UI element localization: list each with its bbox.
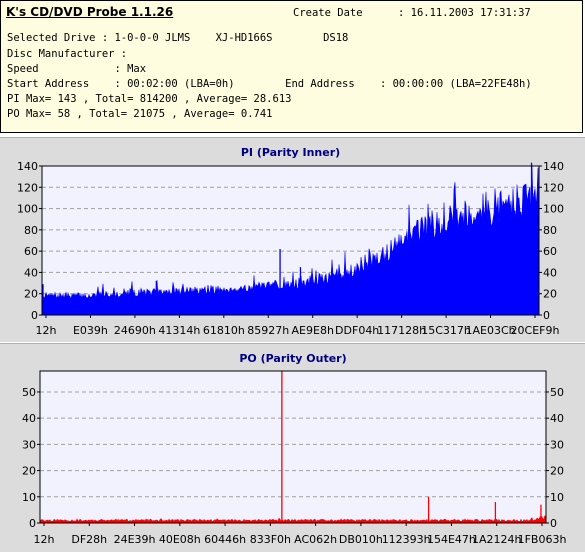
disc-manufacturer-line: Disc Manufacturer : [7, 48, 128, 60]
pi-ytick-label-right: 120 [543, 181, 564, 194]
po-xtick-label: DF28h [71, 533, 107, 546]
po-ytick-label-left: 30 [22, 438, 36, 451]
po-ytick-label-right: 50 [550, 386, 564, 399]
po-chart-title: PO (Parity Outer) [239, 352, 346, 365]
selected-drive-line: Selected Drive : 1-0-0-0 JLMS XJ-HD166S … [7, 32, 349, 44]
po-ytick-label-right: 40 [550, 412, 564, 425]
create-date-value: : 16.11.2003 17:31:37 [398, 7, 531, 19]
pi-xtick-label: E039h [73, 324, 108, 337]
pi-xtick-label: AE9E8h [292, 324, 334, 337]
app-title: K's CD/DVD Probe 1.1.26 [6, 5, 174, 19]
pi-ytick-label-left: 0 [31, 309, 38, 322]
create-date-label: Create Date [293, 7, 363, 19]
pi-xtick-label: 24690h [114, 324, 156, 337]
speed-line: Speed : Max [7, 63, 147, 75]
pi-plot-frame [41, 165, 540, 316]
po-ytick-label-right: 30 [550, 438, 564, 451]
pi-xtick-label: 117128h [377, 324, 426, 337]
po-xtick-label: 112393h [382, 533, 431, 546]
pi-ytick-label-left: 120 [17, 181, 38, 194]
po-data-area [39, 515, 547, 524]
po-xtick-label: AC062h [294, 533, 337, 546]
pi-ytick-label-right: 80 [543, 224, 557, 237]
pi-ytick-label-left: 100 [17, 203, 38, 216]
po-ytick-label-right: 10 [550, 491, 564, 504]
po-ytick-label-left: 20 [22, 465, 36, 478]
report-header: K's CD/DVD Probe 1.1.26 Create Date : 16… [0, 0, 583, 133]
po-plot-area [39, 370, 547, 524]
pi-xtick-label: 85927h [247, 324, 289, 337]
po-ytick-label-left: 50 [22, 386, 36, 399]
pi-ytick-label-right: 0 [543, 309, 550, 322]
pi-xtick-label: 15C317h [421, 324, 471, 337]
pi-ytick-label-left: 140 [17, 160, 38, 173]
pi-xtick-label: 61810h [203, 324, 245, 337]
pi-ytick-label-right: 100 [543, 203, 564, 216]
pi-chart: PI (Parity Inner) 0 0 20 20 40 40 60 60 80 80 100 10… [17, 146, 564, 337]
pi-data-area [41, 165, 540, 316]
pi-ytick-label-left: 80 [24, 224, 38, 237]
pi-ytick-label-left: 20 [24, 288, 38, 301]
po-chart-panel: PO (Parity Outer) 0 0 10 10 20 20 30 30 40 40 50 50 1… [0, 343, 585, 552]
po-ytick-label-right: 0 [550, 517, 557, 530]
po-xtick-label: 60446h [204, 533, 246, 546]
pi-ytick-label-right: 40 [543, 266, 557, 279]
pi-xtick-label: 20CEF9h [511, 324, 560, 337]
po-chart: PO (Parity Outer) 0 0 10 10 20 20 30 30 40 40 50 50 1… [22, 352, 567, 546]
po-xtick-label: DB010h [339, 533, 383, 546]
pi-ytick-label-left: 40 [24, 266, 38, 279]
po-xtick-label: 833F0h [250, 533, 291, 546]
pi-ytick-label-left: 60 [24, 245, 38, 258]
pi-ytick-label-right: 60 [543, 245, 557, 258]
po-xtick-label: 1FB063h [518, 533, 567, 546]
pi-xtick-label: 41314h [158, 324, 200, 337]
pi-ytick-label-right: 140 [543, 160, 564, 173]
po-ytick-label-left: 10 [22, 491, 36, 504]
pi-chart-title: PI (Parity Inner) [241, 146, 340, 159]
po-ytick-label-left: 0 [29, 517, 36, 530]
pi-xtick-label: 1AE03Ch [465, 324, 515, 337]
po-xtick-label: 40E08h [159, 533, 201, 546]
po-xtick-label: 154E47h [427, 533, 476, 546]
pi-xtick-label: DDF04h [335, 324, 379, 337]
pi-summary-line: PI Max= 143 , Total= 814200 , Average= 2… [7, 93, 292, 105]
po-xtick-label: 12h [34, 533, 55, 546]
pi-xtick-label: 12h [36, 324, 57, 337]
pi-ytick-label-right: 20 [543, 288, 557, 301]
address-line: Start Address : 00:02:00 (LBA=0h) End Ad… [7, 78, 532, 90]
pi-chart-panel: PI (Parity Inner) 0 0 20 20 40 40 60 60 80 80 100 10… [0, 137, 585, 342]
po-ytick-label-left: 40 [22, 412, 36, 425]
po-plot-frame [39, 370, 547, 524]
po-xtick-label: 24E39h [114, 533, 156, 546]
po-xtick-label: 1A2124h [472, 533, 522, 546]
po-ytick-label-right: 20 [550, 465, 564, 478]
po-summary-line: PO Max= 58 , Total= 21075 , Average= 0.7… [7, 108, 273, 120]
